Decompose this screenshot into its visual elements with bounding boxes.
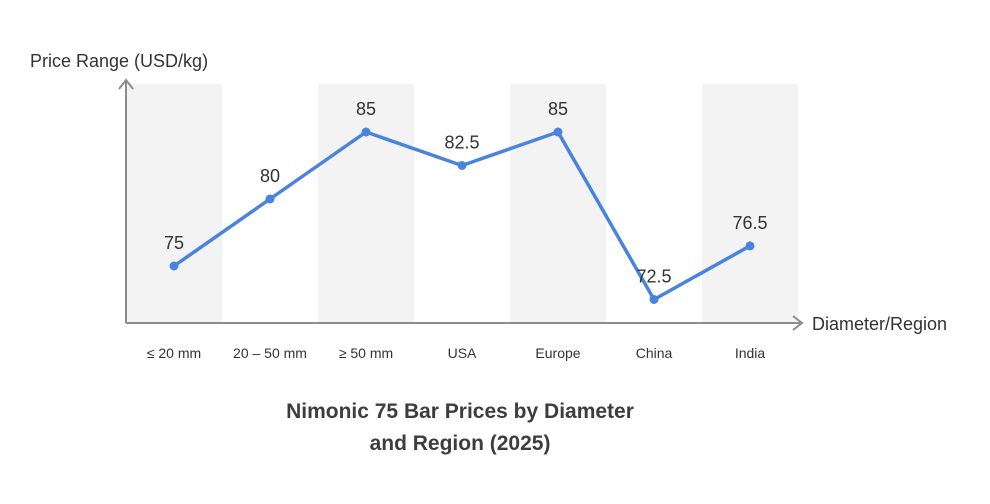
chart-title-line-1: Nimonic 75 Bar Prices by Diameter (286, 400, 634, 423)
x-tick-label: India (735, 345, 766, 361)
category-band (126, 84, 222, 323)
x-tick-label: China (636, 345, 673, 361)
data-point (745, 241, 755, 251)
data-label: 82.5 (444, 133, 479, 153)
category-bands (126, 84, 798, 323)
data-label: 72.5 (636, 267, 671, 287)
data-label: 76.5 (732, 213, 767, 233)
data-point (457, 161, 467, 170)
data-label: 80 (260, 166, 280, 186)
x-axis-arrow (792, 315, 804, 331)
category-band (702, 84, 798, 323)
chart-title-line-2: and Region (2025) (369, 432, 551, 455)
data-point (169, 261, 179, 271)
x-tick-label: USA (448, 345, 477, 361)
data-point (361, 127, 371, 137)
y-axis-arrow (118, 78, 134, 90)
x-tick-label: Europe (535, 345, 580, 361)
x-tick-label: 20 – 50 mm (233, 345, 307, 361)
series-line (169, 127, 755, 304)
y-axis-title: Price Range (USD/kg) (30, 51, 208, 71)
x-tick-label: ≥ 50 mm (339, 345, 393, 361)
category-band (510, 84, 606, 323)
x-tick-label: ≤ 20 mm (147, 345, 201, 361)
x-tick-labels: ≤ 20 mm 20 – 50 mm ≥ 50 mm USA Europe China In… (147, 345, 766, 361)
category-band (318, 84, 414, 323)
x-axis-title: Diameter/Region (812, 314, 947, 334)
data-label: 85 (548, 99, 568, 119)
data-labels: 75 80 85 82.5 85 72.5 76.5 (164, 99, 768, 287)
data-label: 85 (356, 99, 376, 119)
axes (118, 78, 804, 331)
data-point (553, 127, 563, 137)
data-label: 75 (164, 233, 184, 253)
data-point (265, 194, 275, 204)
chart-title: Nimonic 75 Bar Prices by Diameter and Re… (0, 396, 920, 460)
data-point (649, 295, 659, 304)
